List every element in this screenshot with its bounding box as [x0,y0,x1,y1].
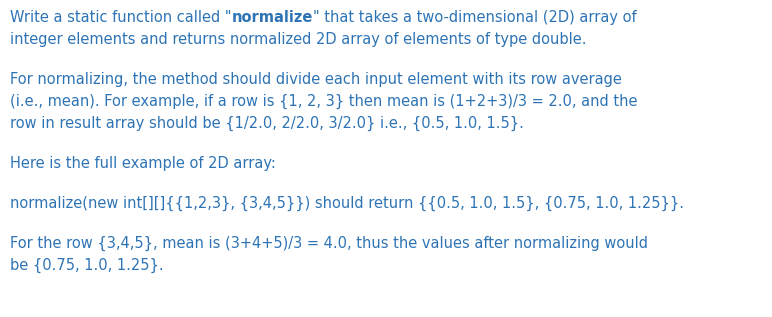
Text: For the row {3,4,5}, mean is (3+4+5)/3 = 4.0, thus the values after normalizing : For the row {3,4,5}, mean is (3+4+5)/3 =… [10,236,648,251]
Text: (i.e., mean). For example, if a row is {1, 2, 3} then mean is (1+2+3)/3 = 2.0, a: (i.e., mean). For example, if a row is {… [10,94,638,109]
Text: normalize(new int[][]{{1,2,3}, {3,4,5}}) should return {{0.5, 1.0, 1.5}, {0.75, : normalize(new int[][]{{1,2,3}, {3,4,5}})… [10,196,684,211]
Text: normalize: normalize [232,10,313,25]
Text: integer elements and returns normalized 2D array of elements of type double.: integer elements and returns normalized … [10,32,587,47]
Text: Write a static function called ": Write a static function called " [10,10,232,25]
Text: " that takes a two-dimensional (2D) array of: " that takes a two-dimensional (2D) arra… [313,10,636,25]
Text: Here is the full example of 2D array:: Here is the full example of 2D array: [10,156,276,171]
Text: row in result array should be {1/2.0, 2/2.0, 3/2.0} i.e., {0.5, 1.0, 1.5}.: row in result array should be {1/2.0, 2/… [10,116,524,131]
Text: be {0.75, 1.0, 1.25}.: be {0.75, 1.0, 1.25}. [10,258,164,273]
Text: For normalizing, the method should divide each input element with its row averag: For normalizing, the method should divid… [10,72,622,87]
